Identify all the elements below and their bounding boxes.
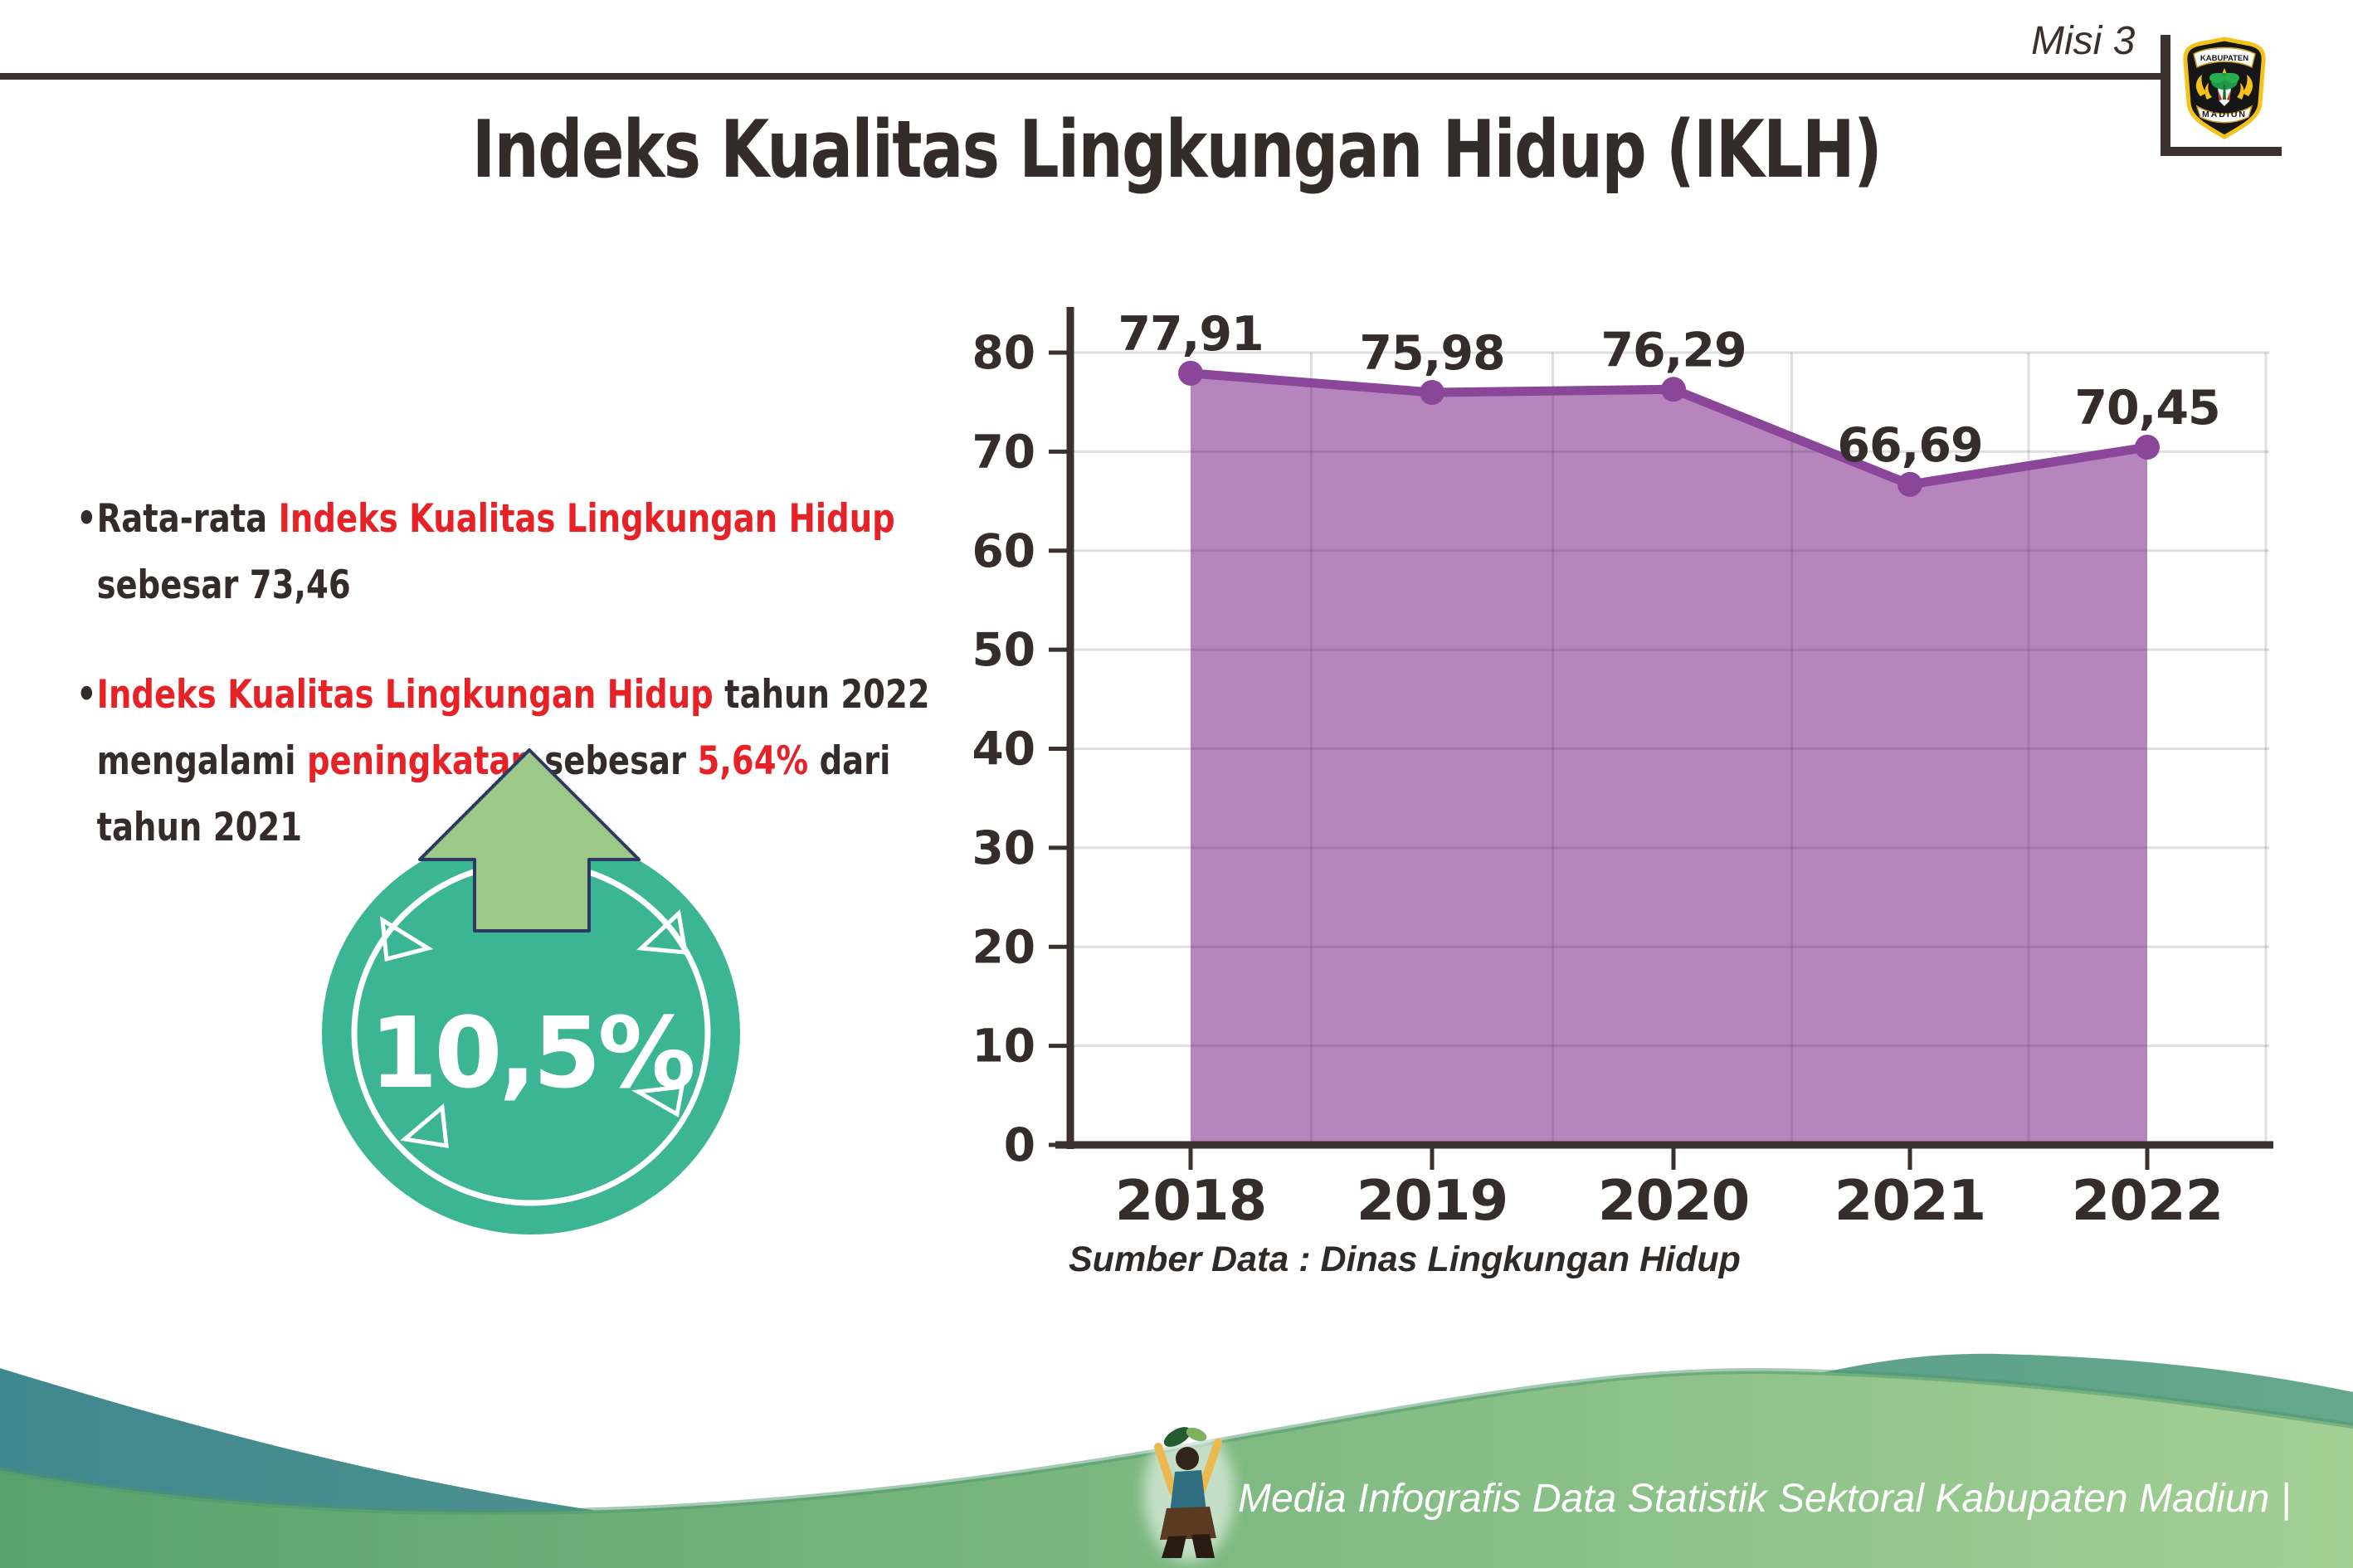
misi-label: Misi 3 [2031, 19, 2136, 63]
data-label: 76,29 [1600, 323, 1746, 377]
logo-bottom-banner [2195, 105, 2253, 124]
x-tick-label: 2019 [1357, 1168, 1508, 1233]
y-tick-label: 40 [972, 723, 1035, 776]
bullet-text: Rata-rata [96, 496, 279, 542]
bullet-text: mengalami [96, 738, 307, 784]
bullet-text: 5,64% [697, 738, 809, 784]
bullet-item: • Indeks Kualitas Lingkungan Hidup tahun … [76, 662, 1029, 861]
y-tick-label: 80 [972, 326, 1035, 379]
logo-tree-trunk [2223, 85, 2226, 100]
data-point [1898, 471, 1922, 497]
logo-wing-right [2242, 75, 2253, 96]
mascot-arm-left [1154, 1443, 1177, 1496]
bullet-item: • Rata-rata Indeks Kualitas Lingkungan Hi… [76, 486, 1029, 619]
y-tick-label: 50 [972, 623, 1035, 676]
y-tick-label: 70 [972, 425, 1035, 478]
header-rule [0, 73, 2165, 80]
badge-circle [322, 831, 740, 1234]
spark-triangle-icon [379, 916, 434, 962]
data-point [2135, 435, 2160, 460]
kabupaten-madiun-logo-icon: KABUPATEN MADIUN [2183, 37, 2266, 139]
mascot-arm-right [1197, 1439, 1222, 1494]
up-arrow-icon [418, 748, 641, 933]
spark-triangle-icon [636, 909, 689, 955]
logo-top-banner [2193, 46, 2256, 69]
bullet-text: tahun 2021 [96, 805, 303, 850]
y-tick-label: 30 [972, 821, 1035, 874]
logo-keris-left [2219, 91, 2222, 100]
bullet-text: sebesar [533, 738, 698, 784]
mascot-skirt [1160, 1507, 1216, 1540]
source-label: Sumber Data : Dinas Lingkungan Hidup [1069, 1239, 1741, 1279]
mascot-leaf-hat [1163, 1427, 1191, 1447]
bullet-dot: • [76, 496, 97, 542]
spark-triangle-icon [400, 1103, 449, 1148]
logo-frame-horizontal [2161, 147, 2282, 156]
bullet-text: dari [808, 738, 891, 784]
bullet-text: tahun 2022 [713, 672, 930, 718]
logo-keris-right [2227, 91, 2230, 100]
data-label: 70,45 [2074, 381, 2219, 436]
bullet-text: Indeks Kualitas Lingkungan Hidup [96, 672, 714, 718]
page-title: Indeks Kualitas Lingkungan Hidup (IKLH) [471, 105, 1883, 196]
data-point [1178, 360, 1203, 386]
logo-tree-leaf [2209, 73, 2224, 83]
logo-bottom-text: MADIUN [2202, 110, 2247, 119]
logo-wing-right-2 [2237, 83, 2244, 100]
y-tick-label: 10 [972, 1020, 1035, 1073]
x-tick-label: 2020 [1598, 1168, 1749, 1233]
mascot-head [1176, 1447, 1199, 1470]
mascot-leg-right [1191, 1534, 1215, 1558]
bullet-list: • Rata-rata Indeks Kualitas Lingkungan Hi… [76, 486, 1029, 904]
logo-wing-left [2195, 75, 2207, 96]
bullet-text: sebesar 73,46 [96, 562, 351, 608]
bullet-text: Indeks Kualitas Lingkungan Hidup [278, 496, 895, 542]
data-point [1420, 380, 1444, 405]
badge-value: 10,5% [369, 996, 693, 1110]
iklh-area-chart: 0 10 20 30 40 50 60 70 80 2018 2019 2020 2021 2022 77,… [972, 307, 2273, 1233]
y-tick-label: 0 [1004, 1118, 1035, 1171]
bullet-dot: • [76, 672, 97, 718]
increase-badge: 10,5% [322, 748, 740, 1234]
footer-tagline: Media Infografis Data Statistik Sektoral… [1238, 1477, 2292, 1521]
x-tick-label: 2021 [1834, 1168, 1985, 1233]
x-tick-label: 2018 [1115, 1168, 1266, 1233]
logo-tree-leaf-2 [2224, 73, 2239, 83]
footer-waves [0, 1353, 2353, 1568]
data-label: 77,91 [1118, 307, 1263, 362]
logo-top-text: KABUPATEN [2200, 54, 2248, 63]
logo-wing-left-2 [2204, 83, 2212, 100]
mascot-torso [1170, 1470, 1206, 1513]
y-tick-label: 20 [972, 920, 1035, 973]
y-tick-label: 60 [972, 524, 1035, 577]
data-label: 75,98 [1359, 326, 1504, 381]
mascot-leg-left [1162, 1536, 1186, 1558]
mascot-leaf-hat-2 [1186, 1427, 1207, 1442]
area-fill [1191, 373, 2147, 1145]
data-point [1661, 377, 1686, 402]
bullet-text: peningkatan [306, 738, 533, 784]
data-label: 66,69 [1837, 418, 1982, 473]
x-tick-label: 2022 [2072, 1168, 2223, 1233]
spark-triangle-icon [631, 1084, 685, 1118]
logo-frame-vertical [2161, 35, 2170, 156]
mascot-icon [1143, 1425, 1235, 1561]
